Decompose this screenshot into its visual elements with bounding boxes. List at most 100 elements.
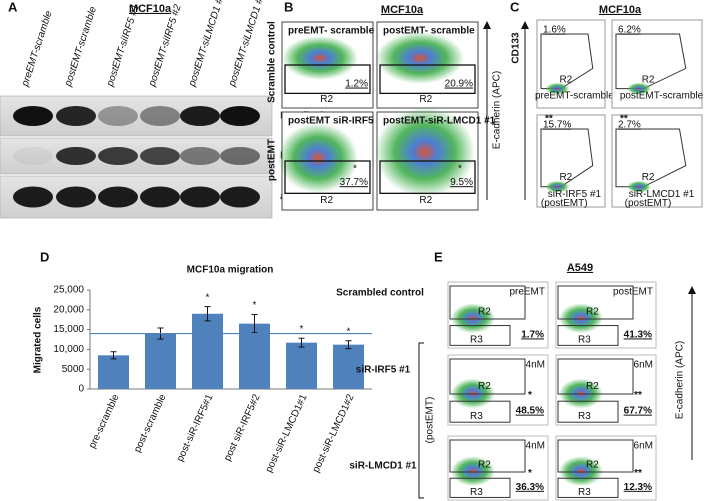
plot-tag: postEMT (613, 287, 653, 298)
gate-label: R2 (478, 459, 491, 470)
gate-label: R2 (642, 172, 655, 183)
lane-label: postEMT-siLMCD1 #1 (187, 0, 228, 89)
axis-label: E-cadherin (APC) (492, 71, 503, 149)
panel-title: MCF10a (129, 3, 172, 15)
blot-band (180, 147, 220, 165)
gate (449, 439, 526, 473)
gate (379, 160, 476, 194)
gate-label: R3 (578, 335, 591, 346)
gate (557, 439, 634, 473)
blot-band (98, 106, 138, 126)
gate-label: R2 (320, 94, 333, 105)
significance: * (528, 468, 532, 479)
y-tick-label: 20,000 (53, 304, 84, 315)
y-tick-label: 25,000 (53, 285, 84, 296)
gate (557, 325, 619, 346)
error-bar (298, 337, 305, 348)
panel-label: B (284, 0, 293, 14)
plot-name: preEMT-scramble (535, 90, 614, 101)
flow-plot (536, 114, 606, 208)
y-axis-label: Migrated cells (33, 306, 44, 373)
percent: 15.7% (543, 120, 571, 131)
gate-label: R2 (586, 459, 599, 470)
plot-tag: 6nM (634, 441, 653, 452)
significance: ** (634, 390, 642, 401)
blot-band (180, 106, 220, 126)
gate-label: R3 (578, 487, 591, 498)
row-label: Scrambled control (336, 288, 424, 299)
gate (557, 400, 619, 423)
gate-label: R2 (642, 74, 655, 85)
bar (144, 333, 177, 389)
blot-band (220, 186, 260, 208)
bracket (418, 342, 424, 499)
gate (449, 285, 526, 320)
percent: 1.7% (521, 329, 544, 340)
flow-plot (555, 354, 657, 426)
blot-band (180, 186, 220, 208)
flow-plot (611, 114, 703, 208)
bar (97, 355, 130, 389)
percent: 6.2% (618, 25, 641, 36)
gate (284, 64, 371, 95)
x-tick-label: post siR-IRF5#2 (222, 392, 263, 463)
panel-title: A549 (567, 262, 593, 274)
gate-label: R2 (419, 94, 432, 105)
gate (540, 128, 594, 188)
cell-cloud (375, 107, 475, 197)
lane-label: postEMT-siLMCD1 #2 (227, 0, 268, 89)
bar (238, 323, 271, 389)
significance: * (458, 163, 462, 174)
plot-title: preEMT- scramble (288, 26, 375, 37)
gate-label: R2 (586, 381, 599, 392)
percent: 48.5% (516, 406, 544, 417)
percent: 9.5% (450, 177, 473, 188)
gate (284, 160, 371, 194)
gate (379, 64, 476, 95)
significance: * (347, 326, 351, 337)
x-tick-label: post-scramble (132, 392, 169, 454)
gate (449, 477, 511, 498)
cell-cloud (278, 123, 358, 193)
panel-label: C (510, 0, 520, 14)
row-label: siR-LMCD1 #1 (349, 461, 417, 472)
blot-band (56, 186, 96, 208)
plot-sub: (postEMT) (541, 198, 588, 209)
lane-label: postEMT-siIRF5 #1 (105, 3, 142, 88)
plot-name: postEMT-scramble (620, 90, 704, 101)
gate-label: R2 (419, 195, 432, 206)
cell-cloud (627, 180, 651, 193)
row-label: postEMT (267, 139, 278, 181)
panel-title: MCF10a (599, 4, 642, 16)
percent: 41.3% (624, 329, 652, 340)
gate-label: R2 (320, 195, 333, 206)
bar (285, 342, 318, 389)
gate (540, 33, 594, 90)
y-tick-label: 15,000 (53, 324, 84, 335)
plot-title: postEMT- scramble (383, 26, 475, 37)
flow-plot (536, 19, 606, 109)
flow-plot (611, 19, 703, 109)
bar (332, 344, 365, 389)
cell-cloud (376, 32, 464, 84)
y-tick-label: 10,000 (53, 344, 84, 355)
percent: 1.6% (543, 25, 566, 36)
gate (615, 33, 687, 90)
gate-label: R3 (578, 411, 591, 422)
blot-band (98, 147, 138, 165)
percent: 20.9% (445, 79, 473, 90)
significance: * (353, 163, 357, 174)
cell-cloud (545, 82, 570, 95)
blot-band (220, 106, 260, 126)
y-tick-label: 5000 (62, 364, 85, 375)
significance: ** (545, 114, 553, 125)
panel-label: D (40, 249, 49, 264)
gate (557, 358, 634, 395)
plot-title: postEMT-siR-LMCD1 #1 (383, 116, 496, 127)
blot-band (13, 186, 53, 208)
blot-band (140, 106, 180, 126)
lane-label: preEMT-scramble (20, 9, 55, 88)
blot-band (13, 106, 53, 126)
x-tick-label: post-siR-IRF5#1 (175, 392, 216, 463)
